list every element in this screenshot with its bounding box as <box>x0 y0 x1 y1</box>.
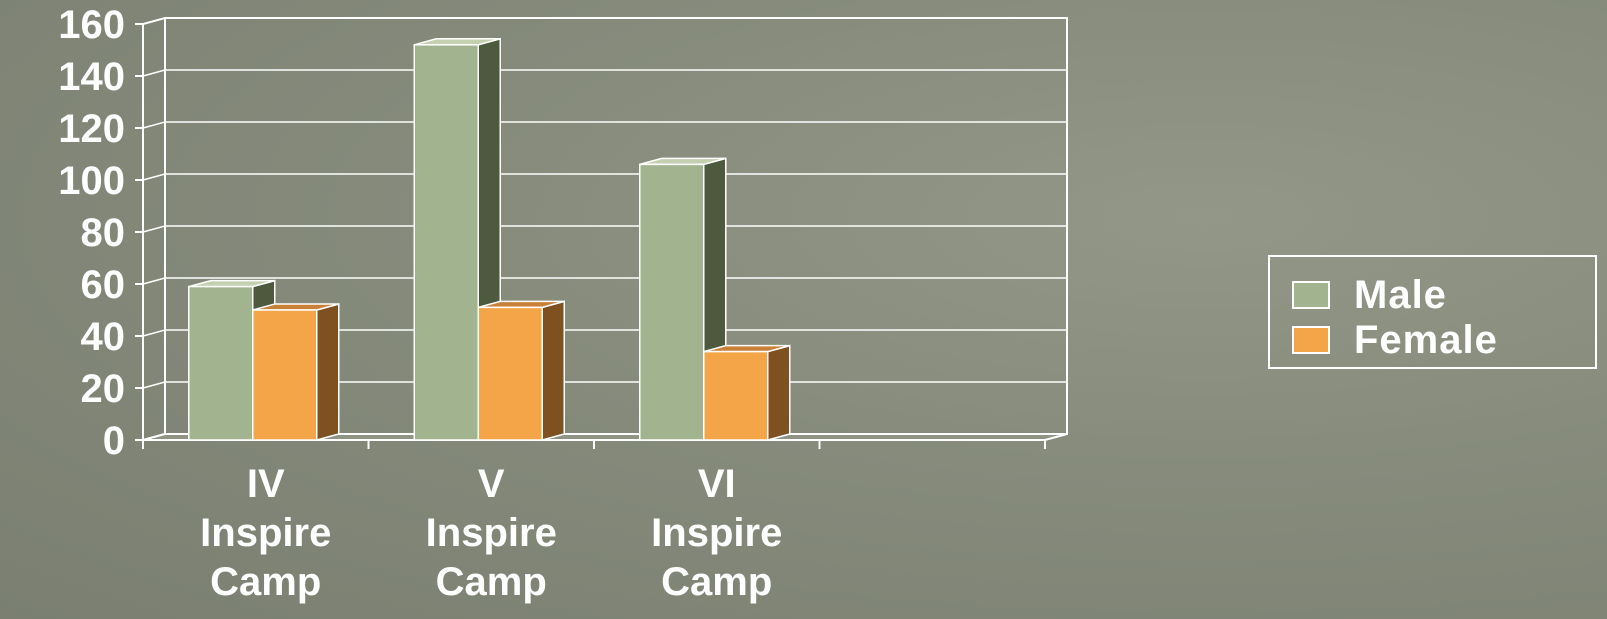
y-tick-label: 60 <box>81 263 126 307</box>
bar-side <box>541 300 565 441</box>
x-category-label: Camp <box>661 560 772 604</box>
legend-item-female: Female <box>1292 317 1498 362</box>
y-tick-label: 140 <box>58 55 125 99</box>
gridline-side <box>142 277 166 285</box>
legend-label-male: Male <box>1354 272 1447 317</box>
y-tick-label: 40 <box>81 315 126 359</box>
x-category-label: Camp <box>210 560 321 604</box>
x-category-label: Camp <box>436 560 547 604</box>
legend: Male Female <box>1268 255 1597 369</box>
gridline-side <box>142 69 166 77</box>
y-tick-label: 80 <box>81 211 126 255</box>
x-category-label: Inspire <box>200 511 331 555</box>
x-category-label: IV <box>247 462 285 506</box>
legend-label-female: Female <box>1354 317 1498 362</box>
x-category-label: Inspire <box>651 511 782 555</box>
x-category-label: VI <box>698 462 736 506</box>
gridline-side <box>142 381 166 389</box>
bar-female <box>703 350 769 441</box>
legend-swatch-male <box>1292 281 1330 309</box>
legend-swatch-female <box>1292 326 1330 354</box>
y-tick-label: 120 <box>58 107 125 151</box>
bar-female <box>252 309 318 441</box>
bar-male <box>639 163 705 441</box>
bar-male <box>188 285 254 441</box>
y-tick-label: 160 <box>58 3 125 47</box>
bar-female <box>477 306 543 441</box>
y-tick-label: 100 <box>58 159 125 203</box>
bar-side <box>316 303 340 441</box>
y-tick-label: 20 <box>81 367 126 411</box>
y-tick-label: 0 <box>103 419 125 463</box>
gridline-side <box>142 173 166 181</box>
bar-male <box>413 44 479 441</box>
gridline-side <box>142 121 166 129</box>
gridline-side <box>142 329 166 337</box>
x-category-label: V <box>478 462 505 506</box>
x-category-label: Inspire <box>426 511 557 555</box>
legend-item-male: Male <box>1292 272 1447 317</box>
gridline-side <box>142 225 166 233</box>
bar-side <box>767 344 791 441</box>
